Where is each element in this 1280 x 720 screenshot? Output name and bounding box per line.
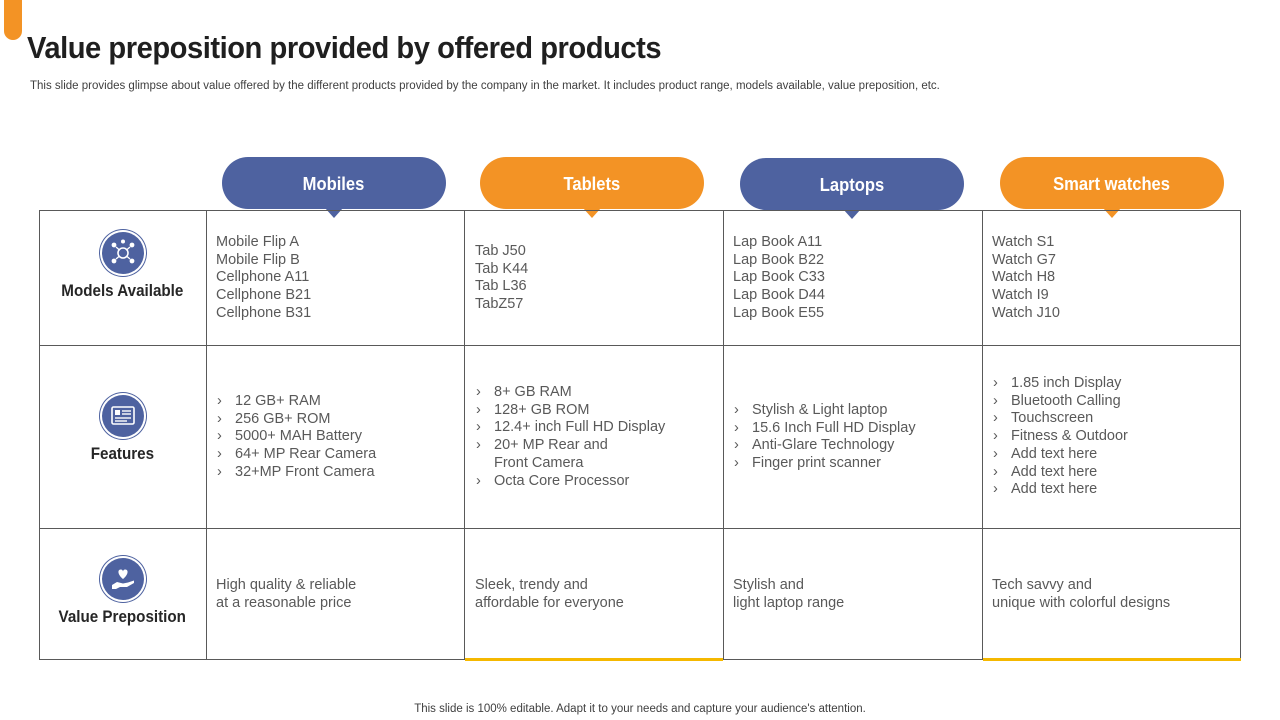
list-item: Watch H8: [992, 269, 1056, 286]
value-laptops: Stylish and light laptop range: [733, 577, 844, 612]
list-item: Lap Book D44: [733, 287, 825, 304]
models-mobiles: Mobile Flip A Mobile Flip B Cellphone A1…: [216, 234, 311, 323]
footer-note: This slide is 100% editable. Adapt it to…: [414, 703, 866, 715]
list-item: Cellphone A11: [216, 269, 310, 286]
page-title: Value preposition provided by offered pr…: [27, 30, 662, 65]
list-item: 12 GB+ RAM: [216, 393, 376, 411]
list-item: 8+ GB RAM: [475, 384, 665, 402]
network-icon: [101, 232, 144, 274]
value-line: at a reasonable price: [216, 594, 352, 611]
value-line: High quality & reliable: [216, 577, 357, 593]
models-laptops: Lap Book A11 Lap Book B22 Lap Book C33 L…: [733, 234, 825, 323]
list-item: Watch I9: [992, 287, 1049, 304]
column-header-mobiles: Mobiles: [222, 157, 446, 218]
list-item: Add text here: [992, 481, 1128, 499]
list-item: 64+ MP Rear Camera: [216, 446, 376, 464]
list-item: Stylish & Light laptop: [733, 402, 916, 420]
accent-underline: [983, 658, 1241, 661]
table-border-left: [39, 210, 40, 660]
list-item: 15.6 Inch Full HD Display: [733, 420, 916, 438]
page-subtitle: This slide provides glimpse about value …: [30, 80, 940, 92]
list-item: Tab K44: [475, 260, 529, 277]
list-item: 128+ GB ROM: [475, 402, 665, 420]
table-border-top: [39, 210, 1241, 211]
list-item: 1.85 inch Display: [992, 375, 1128, 393]
column-header-smart-watches: Smart watches: [1000, 157, 1224, 218]
hand-heart-icon: [101, 558, 144, 600]
list-item: Lap Book A11: [733, 234, 823, 250]
value-mobiles: High quality & reliable at a reasonable …: [216, 577, 356, 612]
value-line: affordable for everyone: [475, 594, 624, 611]
list-item: Fitness & Outdoor: [992, 428, 1128, 446]
list-item: Touchscreen: [992, 410, 1128, 428]
column-header-tablets: Tablets: [480, 157, 704, 218]
list-item: 20+ MP Rear and: [475, 437, 665, 455]
list-item: Mobile Flip B: [216, 251, 300, 268]
column-divider: [464, 210, 465, 660]
row-title: Models Available: [61, 282, 184, 300]
value-line: Sleek, trendy and: [475, 577, 588, 593]
list-item: Tab L36: [475, 278, 527, 295]
row-title: Value Preposition: [58, 608, 187, 626]
list-item: Anti-Glare Technology: [733, 437, 916, 455]
accent-underline: [465, 658, 723, 661]
row-title: Features: [90, 445, 155, 463]
row-header-features: Features: [39, 395, 206, 464]
list-item: Octa Core Processor: [475, 473, 665, 491]
list-item: Tab J50: [475, 243, 526, 259]
row-divider: [39, 528, 1241, 529]
list-item: Watch G7: [992, 251, 1056, 268]
list-item: Bluetooth Calling: [992, 393, 1128, 411]
list-board-icon: [101, 395, 144, 437]
list-item: Lap Book C33: [733, 269, 825, 286]
list-item: Mobile Flip A: [216, 234, 300, 250]
row-divider: [39, 345, 1241, 346]
column-header-laptops: Laptops: [740, 158, 964, 219]
list-item: 12.4+ inch Full HD Display: [475, 419, 665, 437]
features-smart-watches: 1.85 inch Display Bluetooth Calling Touc…: [992, 375, 1128, 499]
list-item: 5000+ MAH Battery: [216, 428, 376, 446]
value-smart-watches: Tech savvy and unique with colorful desi…: [992, 577, 1170, 612]
list-item: Front Camera: [494, 454, 584, 471]
accent-tab: [4, 0, 22, 40]
features-mobiles: 12 GB+ RAM 256 GB+ ROM 5000+ MAH Battery…: [216, 393, 376, 482]
value-line: light laptop range: [733, 594, 845, 611]
models-tablets: Tab J50 Tab K44 Tab L36 TabZ57: [475, 243, 528, 314]
list-item: Watch J10: [992, 304, 1060, 321]
features-tablets: 8+ GB RAM 128+ GB ROM 12.4+ inch Full HD…: [475, 384, 665, 490]
list-item: Add text here: [992, 446, 1128, 464]
list-item: Finger print scanner: [733, 455, 916, 473]
value-line: Stylish and: [733, 577, 804, 593]
list-item: Add text here: [992, 464, 1128, 482]
list-item: Lap Book B22: [733, 251, 825, 268]
row-header-models-available: Models Available: [39, 232, 206, 301]
row-header-value-preposition: Value Preposition: [39, 558, 206, 627]
column-divider: [206, 210, 207, 660]
models-smart-watches: Watch S1 Watch G7 Watch H8 Watch I9 Watc…: [992, 234, 1060, 323]
column-divider: [723, 210, 724, 660]
list-item: 256 GB+ ROM: [216, 411, 376, 429]
table-border-right: [1240, 210, 1241, 660]
column-divider: [982, 210, 983, 660]
features-laptops: Stylish & Light laptop 15.6 Inch Full HD…: [733, 402, 916, 473]
list-item: Cellphone B31: [216, 304, 312, 321]
list-item: Watch S1: [992, 234, 1055, 250]
list-item: Cellphone B21: [216, 287, 312, 304]
value-line: unique with colorful designs: [992, 594, 1171, 611]
list-item: Lap Book E55: [733, 304, 825, 321]
comparison-table: Models Available Features Value Preposit…: [39, 210, 1241, 660]
value-tablets: Sleek, trendy and affordable for everyon…: [475, 577, 624, 612]
list-item: TabZ57: [475, 296, 524, 313]
value-line: Tech savvy and: [992, 577, 1092, 593]
list-item: 32+MP Front Camera: [216, 464, 376, 482]
